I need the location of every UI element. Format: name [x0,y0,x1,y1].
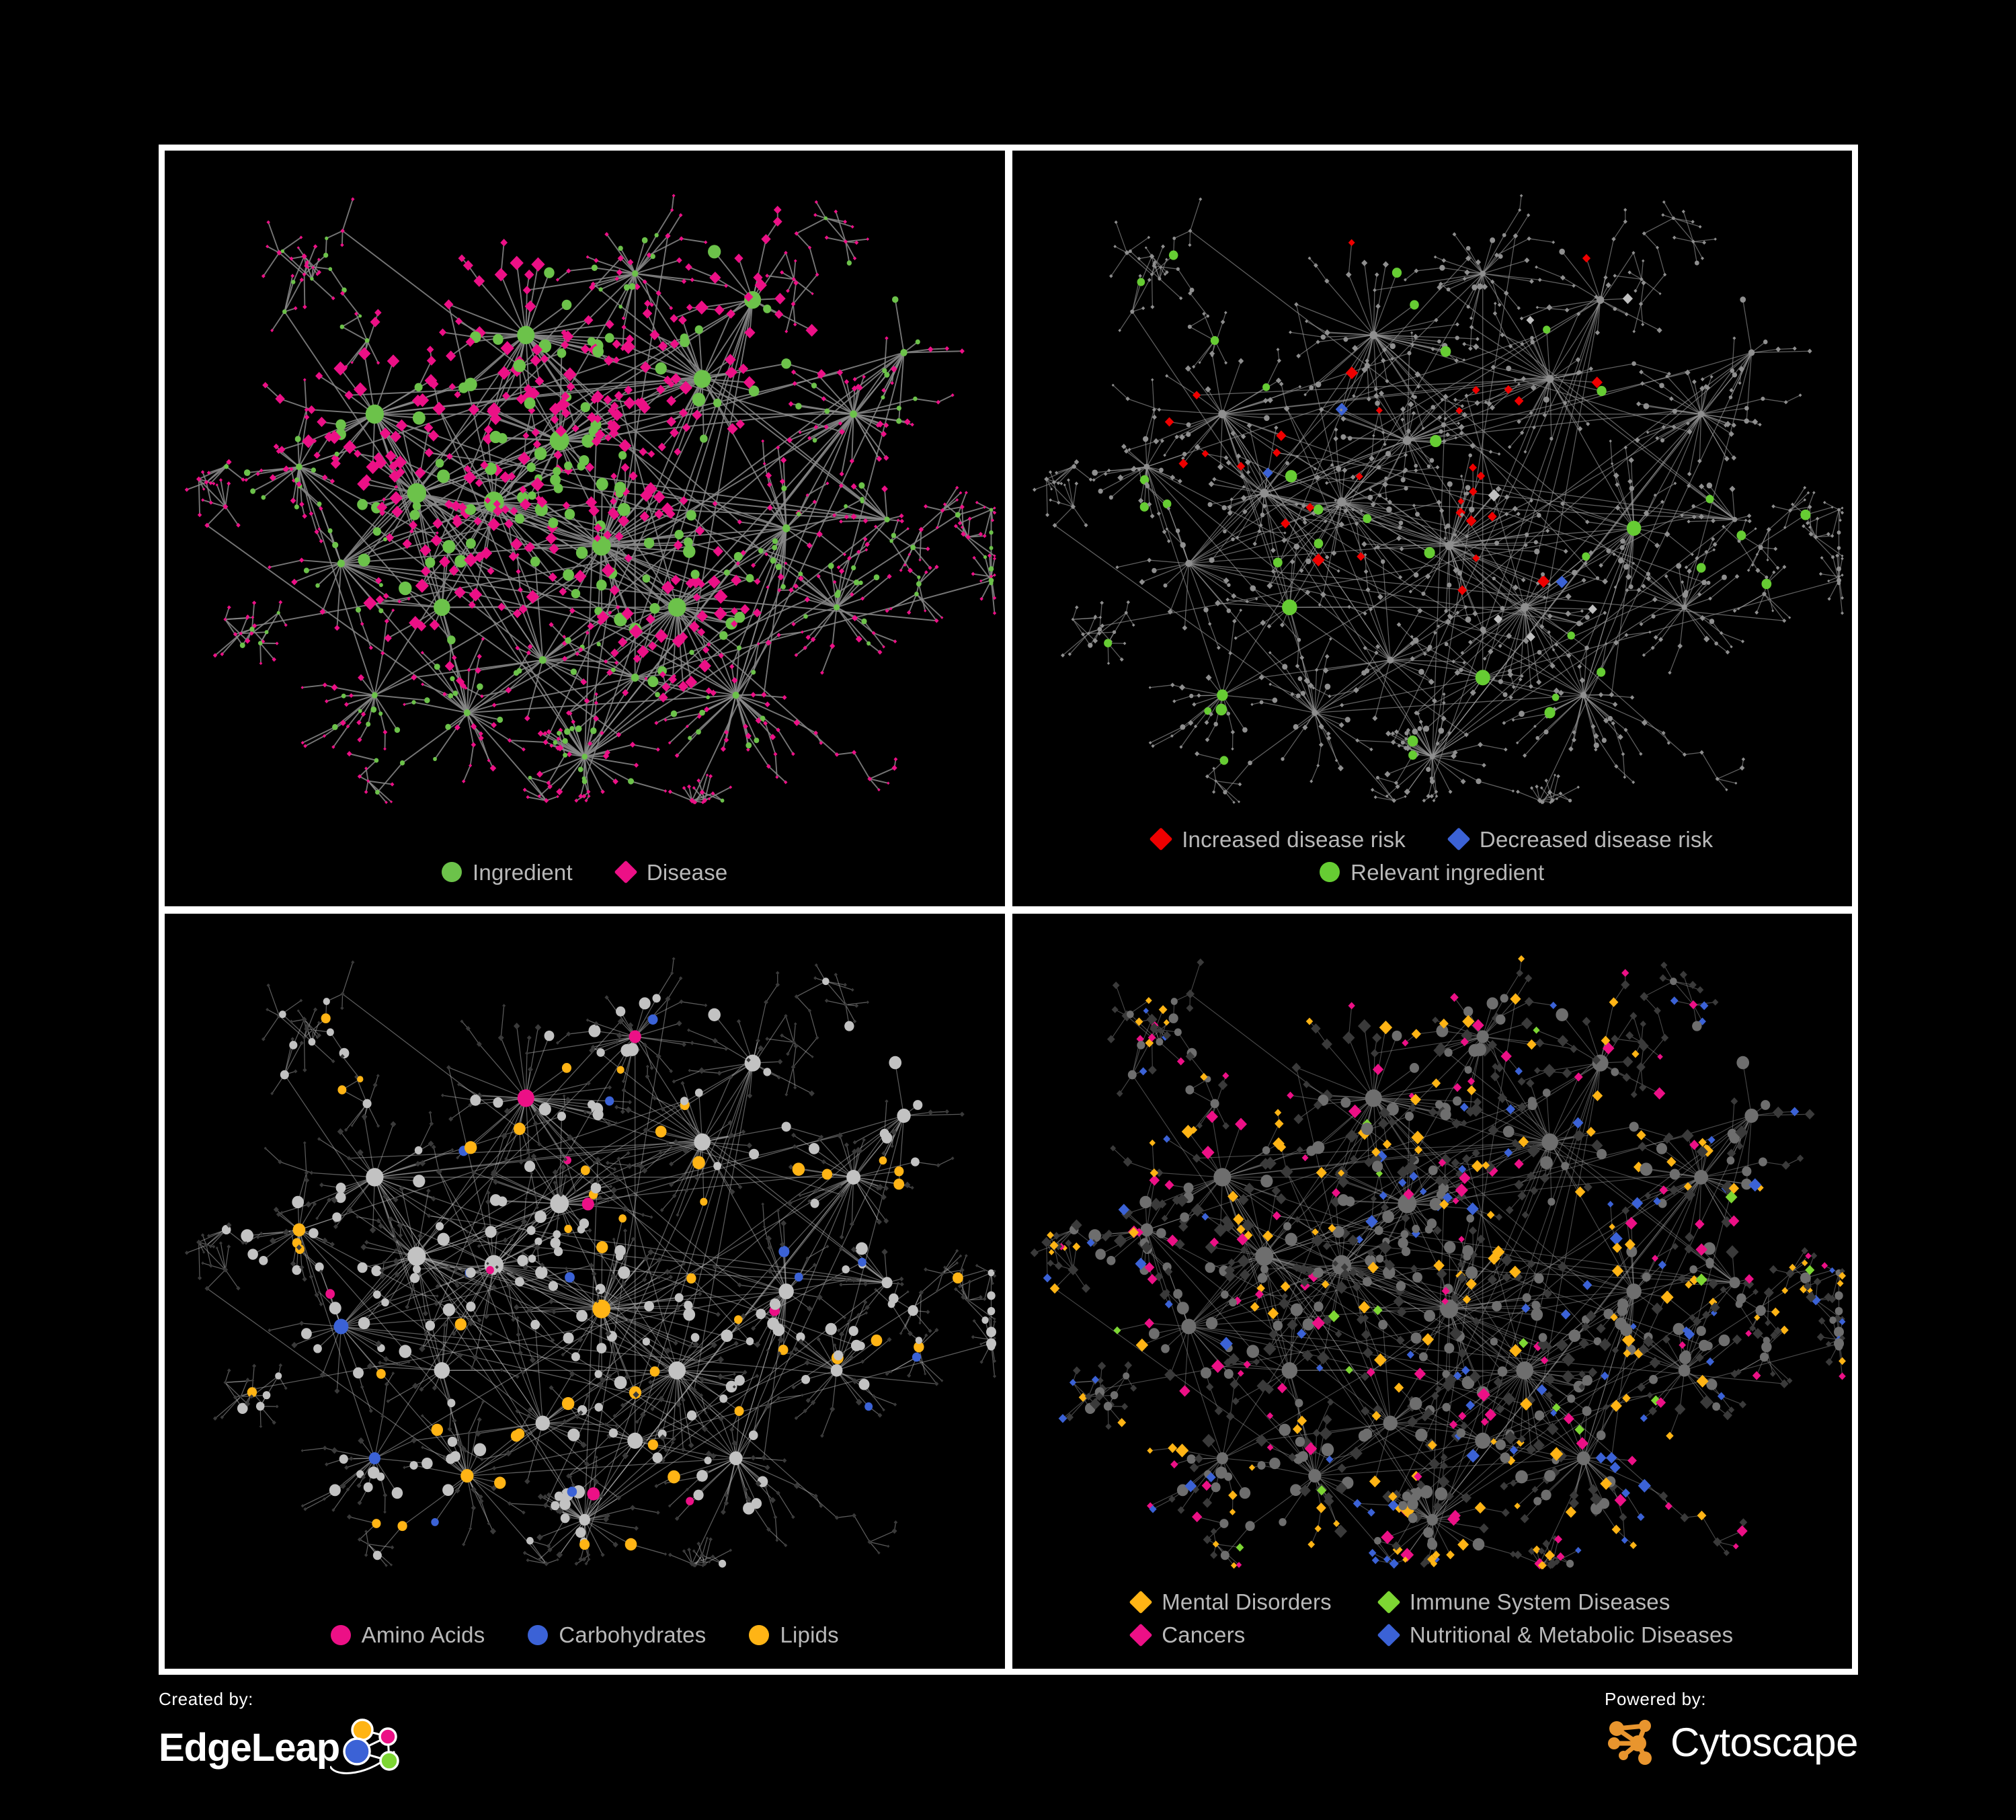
network-canvas-4[interactable] [1012,914,1853,1669]
network-canvas-3[interactable] [165,914,1005,1669]
network-canvas-2[interactable] [1012,151,1853,906]
panel-nutrient-class[interactable]: Amino Acids Carbohydrates Lipids [165,913,1005,1669]
edgeleap-node-logo-icon [329,1714,411,1782]
panel-disease-risk[interactable]: Increased disease risk Decreased disease… [1012,151,1853,906]
powered-by-label: Powered by: [1605,1689,1707,1709]
cytoscape-brand[interactable]: Powered by: [1605,1689,1858,1771]
edgeleap-brand[interactable]: Created by: EdgeLeap [159,1689,411,1782]
footer-branding: Created by: EdgeLeap Powered by [159,1681,1858,1809]
panel-ingredient-disease[interactable]: Ingredient Disease [165,151,1005,906]
panel-disease-class[interactable]: Mental Disorders Immune System Diseases … [1012,913,1853,1669]
figure-panel-grid: Ingredient Disease Increased disease ris… [159,145,1858,1675]
created-by-label: Created by: [159,1689,254,1709]
cytoscape-wordmark: Cytoscape [1670,1719,1858,1765]
network-canvas-1[interactable] [165,151,1005,906]
edgeleap-wordmark: EdgeLeap [159,1725,340,1770]
cytoscape-logo-icon [1605,1714,1661,1771]
